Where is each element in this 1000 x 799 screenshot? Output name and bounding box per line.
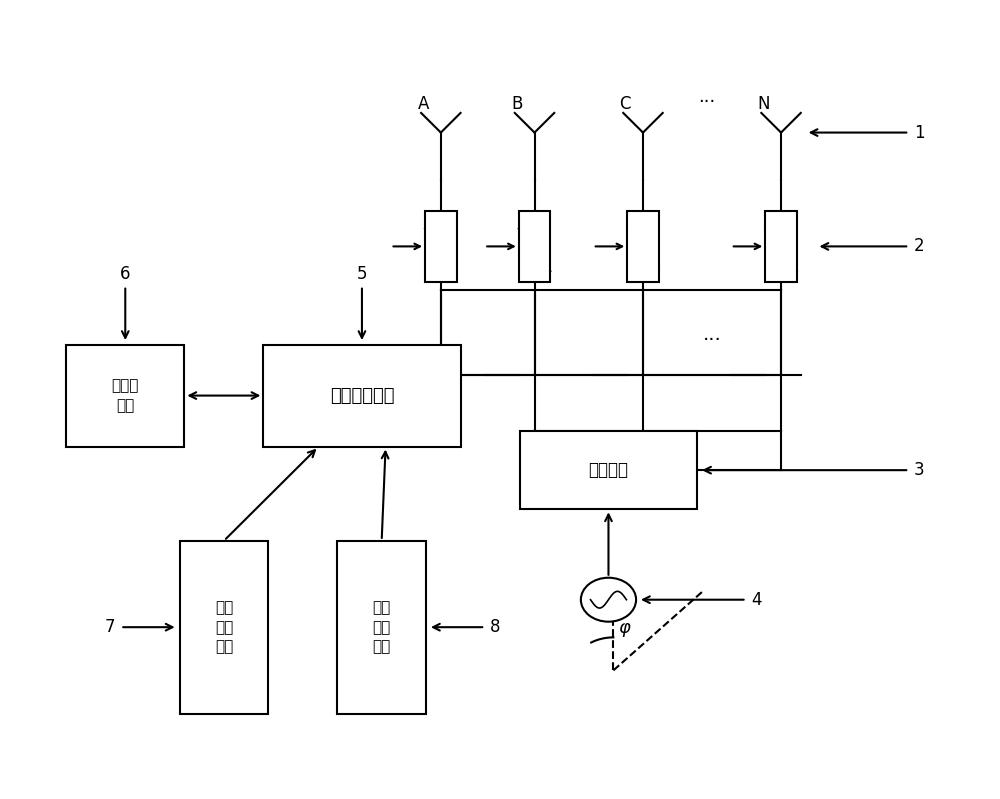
Text: 功分网络: 功分网络	[588, 461, 628, 479]
Text: 2: 2	[914, 237, 925, 256]
Text: 1: 1	[914, 124, 925, 141]
Text: 时序存
储器: 时序存 储器	[112, 378, 139, 413]
Text: 基带
信号
源一: 基带 信号 源一	[215, 600, 233, 654]
Bar	[66, 344, 184, 447]
Bar	[180, 541, 268, 714]
Bar	[425, 211, 457, 282]
Text: B: B	[511, 95, 522, 113]
Bar	[765, 211, 797, 282]
Text: A: A	[417, 95, 429, 113]
Bar	[519, 211, 550, 282]
Bar	[627, 211, 659, 282]
Bar	[520, 431, 697, 510]
Circle shape	[581, 578, 636, 622]
Bar	[263, 344, 461, 447]
Text: N: N	[757, 95, 770, 113]
Text: 开关管理系统: 开关管理系统	[330, 387, 394, 404]
Text: 8: 8	[490, 618, 501, 636]
Text: C: C	[619, 95, 631, 113]
Text: 3: 3	[914, 461, 925, 479]
Text: 6: 6	[120, 265, 131, 283]
Text: ···: ···	[698, 93, 716, 110]
Bar	[337, 541, 426, 714]
Text: 7: 7	[105, 618, 115, 636]
Text: 基带
信号
源二: 基带 信号 源二	[373, 600, 391, 654]
Text: ···: ···	[703, 331, 721, 350]
Text: φ: φ	[618, 618, 630, 637]
Text: 5: 5	[357, 265, 367, 283]
Text: 4: 4	[751, 590, 762, 609]
